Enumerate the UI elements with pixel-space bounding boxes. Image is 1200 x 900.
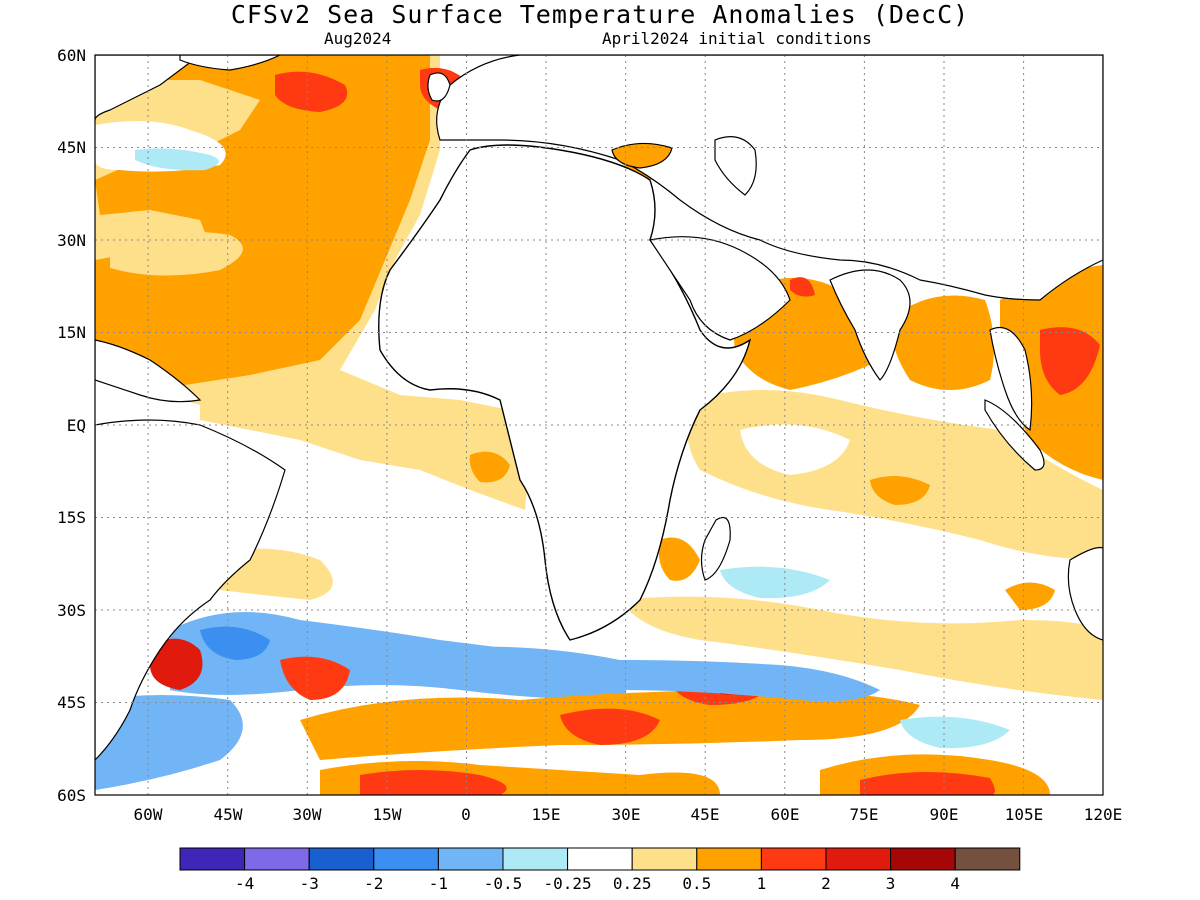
lat-label: 15N	[57, 323, 86, 342]
bay-of-bengal-warm	[890, 295, 994, 390]
se-asia-land	[989, 326, 1033, 432]
southern-ocean-hot-core	[560, 708, 660, 745]
colorbar-label: 0.25	[613, 874, 652, 893]
lat-label: 60N	[57, 46, 86, 65]
south-indian-cool-east	[900, 716, 1010, 749]
colorbar-label: 4	[950, 874, 960, 893]
colorbar-swatch	[631, 847, 698, 871]
azores-neutral	[110, 231, 243, 276]
lat-label: 60S	[57, 786, 86, 805]
brazil-current-hot	[150, 638, 203, 690]
colorbar-label: -4	[235, 874, 254, 893]
greenland-land	[179, 55, 281, 71]
south-atlantic-cold-core	[200, 626, 270, 660]
colorbar-label: 2	[821, 874, 831, 893]
lon-label: 60E	[771, 805, 800, 824]
lat-label: 15S	[57, 508, 86, 527]
lon-label: 75E	[850, 805, 879, 824]
asia-land	[436, 55, 1103, 301]
lon-label: 105E	[1005, 805, 1044, 824]
australia-west-warm	[1005, 582, 1055, 610]
colorbar-swatch	[825, 847, 892, 871]
colorbar-label: -3	[300, 874, 319, 893]
central-america-land	[95, 339, 202, 403]
lon-label: 30W	[293, 805, 322, 824]
south-china-sea-hot	[1040, 327, 1100, 395]
south-pole-hot-se	[860, 771, 995, 795]
gulf-of-guinea-warm	[469, 451, 510, 483]
uk-land	[427, 72, 451, 102]
iceland-hot	[275, 71, 348, 112]
tropical-atlantic-weak-warm	[200, 370, 530, 510]
india-land	[829, 269, 911, 381]
colorbar-label: 3	[886, 874, 896, 893]
indian-ocean-neutral-patch	[740, 424, 850, 475]
longitude-axis: 60W 45W 30W 15W 0 15E 30E 45E 60E 75E 90…	[134, 805, 1123, 824]
latitude-axis: 60N 45N 30N 15N EQ 15S 30S 45S 60S	[57, 46, 86, 805]
colorbar-swatch	[954, 847, 1021, 871]
madagascar-warm	[658, 537, 700, 581]
southwest-atlantic-hot	[280, 656, 350, 700]
south-america-land	[95, 419, 286, 761]
colorbar-swatch	[437, 847, 504, 871]
forecast-month: Aug2024	[324, 29, 392, 48]
lon-label: 15E	[532, 805, 561, 824]
north-atlantic-warm-core	[95, 55, 430, 385]
chart-title: CFSv2 Sea Surface Temperature Anomalies …	[230, 0, 970, 29]
caspian-sea	[714, 136, 757, 196]
south-indian-weak-warm	[620, 596, 1103, 700]
south-indian-cool-band-2	[420, 646, 880, 702]
labrador-sea-cool	[135, 148, 219, 171]
lon-label: 120E	[1084, 805, 1123, 824]
south-pole-hot-sw	[360, 770, 507, 795]
lon-label: 15W	[373, 805, 402, 824]
sumatra-land	[984, 399, 1045, 471]
colorbar-label: -1	[429, 874, 448, 893]
initial-conditions: April2024 initial conditions	[602, 29, 872, 48]
colorbar-swatch	[502, 847, 569, 871]
lat-label: 45S	[57, 693, 86, 712]
lat-label: 45N	[57, 138, 86, 157]
colorbar-label: -0.25	[544, 874, 592, 893]
southwest-cool	[95, 695, 243, 790]
madagascar-land	[700, 516, 731, 581]
south-indian-cool-band	[720, 566, 830, 599]
colorbar-swatch	[696, 847, 762, 871]
arabian-sea-hot	[790, 277, 815, 297]
lat-label: 30N	[57, 231, 86, 250]
colorbar-swatch	[373, 847, 439, 871]
colorbar-label: -2	[364, 874, 383, 893]
colorbar-label: 0.5	[682, 874, 711, 893]
north-america-land	[95, 55, 201, 121]
lon-label: 45E	[691, 805, 720, 824]
lon-label: 0	[461, 805, 471, 824]
australia-land	[1067, 546, 1103, 641]
graticule	[95, 55, 1103, 795]
colorbar: -4 -3 -2 -1 -0.5 -0.25 0.25 0.5 1 2 3 4	[179, 847, 1021, 893]
colorbar-label: -0.5	[484, 874, 523, 893]
lon-label: 60W	[134, 805, 163, 824]
lat-label: EQ	[67, 416, 86, 435]
colorbar-label: 1	[757, 874, 767, 893]
colorbar-swatch	[760, 847, 827, 871]
lon-label: 45W	[214, 805, 243, 824]
colorbar-swatch	[308, 847, 375, 871]
lon-label: 90E	[930, 805, 959, 824]
colorbar-swatch	[179, 847, 246, 871]
black-sea	[611, 142, 673, 169]
indian-ocean-warm-patch	[870, 476, 930, 505]
colorbar-swatch	[244, 847, 310, 871]
map-frame	[94, 54, 1104, 796]
arabia-land	[649, 236, 791, 341]
lon-label: 30E	[612, 805, 641, 824]
colorbar-swatch	[890, 847, 956, 871]
colorbar-swatch	[567, 847, 633, 871]
lat-label: 30S	[57, 601, 86, 620]
